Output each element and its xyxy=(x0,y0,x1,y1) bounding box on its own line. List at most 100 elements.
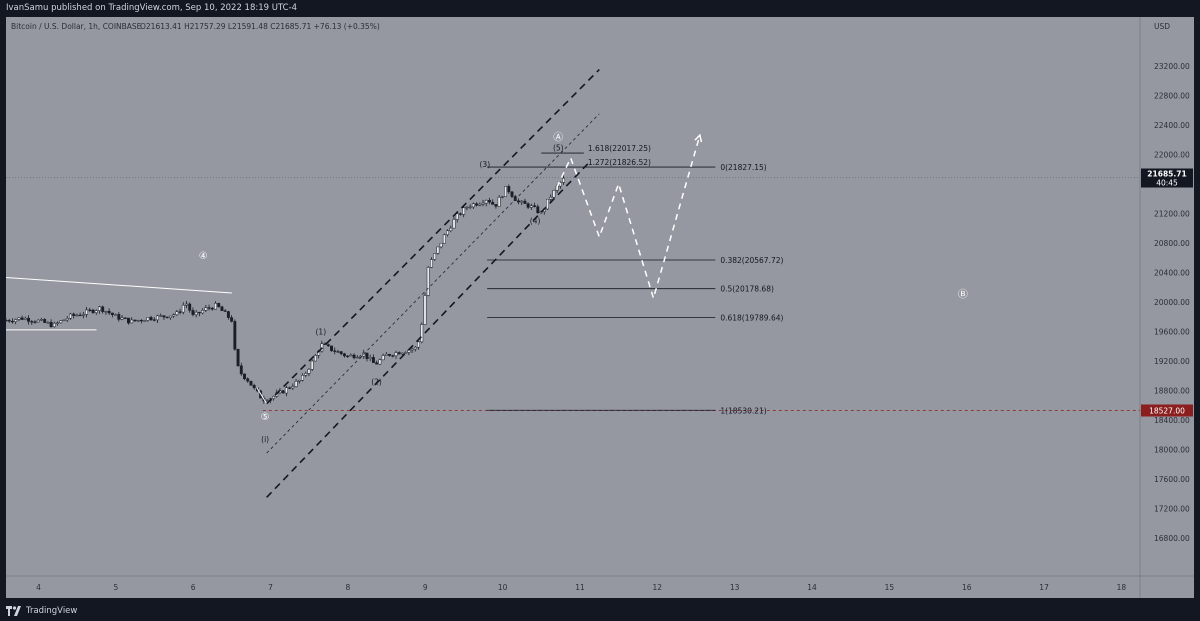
candle-body xyxy=(23,317,27,320)
candle-body xyxy=(442,234,446,244)
low-price-marker xyxy=(1141,404,1193,417)
candle-body xyxy=(168,315,172,319)
candle-body xyxy=(349,354,353,357)
candle-body xyxy=(185,303,188,306)
candle-body xyxy=(284,387,288,394)
candle-body xyxy=(62,319,66,321)
candle-body xyxy=(507,186,511,193)
candle-body xyxy=(136,319,140,322)
candle-body xyxy=(188,303,192,311)
candle-body xyxy=(455,213,459,220)
candle-body xyxy=(110,312,114,316)
candle-body xyxy=(59,320,63,324)
x-tick-label: 6 xyxy=(191,583,196,592)
candle-body xyxy=(346,355,350,357)
y-tick-label: 17200.00 xyxy=(1154,504,1190,513)
candle-body xyxy=(217,303,221,308)
candle-body xyxy=(230,317,234,322)
candle-body xyxy=(375,362,379,365)
bar-countdown: 40:45 xyxy=(1156,179,1178,188)
candle-body xyxy=(301,375,304,381)
candle-body xyxy=(381,355,385,361)
candle-body xyxy=(388,353,391,356)
candle-body xyxy=(536,206,540,214)
x-tick-label: 9 xyxy=(423,583,428,592)
price-axis-background xyxy=(1140,17,1194,598)
candle-body xyxy=(30,321,34,323)
y-tick-label: 20400.00 xyxy=(1154,268,1190,277)
candle-body xyxy=(27,317,31,322)
candle-body xyxy=(117,314,121,320)
ohlc-readout: O21613.41 H21757.29 L21591.48 C21685.71 … xyxy=(140,22,380,31)
y-tick-label: 16800.00 xyxy=(1154,534,1190,543)
extension-label: 1.272(21826.52) xyxy=(588,158,651,167)
wave-label: Ⓐ xyxy=(553,131,563,143)
candle-body xyxy=(294,380,298,387)
wave-label: Ⓑ xyxy=(958,288,968,300)
candle-body xyxy=(462,207,466,215)
candle-body xyxy=(36,319,40,323)
candle-body xyxy=(433,253,437,260)
candle-body xyxy=(339,351,343,354)
candle-body xyxy=(40,319,43,321)
x-tick-label: 7 xyxy=(268,583,273,592)
tradingview-logo[interactable]: TradingView xyxy=(6,605,77,617)
candle-body xyxy=(162,315,166,318)
candle-body xyxy=(49,322,53,328)
candle-body xyxy=(252,385,256,389)
instrument-title: Bitcoin / U.S. Dollar, 1h, COINBASE xyxy=(11,22,142,31)
candle-body xyxy=(123,317,127,319)
top-bar: IvanSamu published on TradingView.com, S… xyxy=(0,0,1200,17)
candle-body xyxy=(72,313,76,316)
candle-body xyxy=(78,314,82,317)
candle-body xyxy=(523,200,527,204)
candle-body xyxy=(288,387,292,389)
y-tick-label: 18000.00 xyxy=(1154,445,1190,454)
triangle-upper-line xyxy=(5,277,232,294)
candle-body xyxy=(368,357,372,359)
candle-body xyxy=(417,341,421,348)
candle-body xyxy=(159,315,163,317)
candle-body xyxy=(397,352,401,355)
candle-body xyxy=(204,307,208,311)
fib-level-label: 0.5(20178.68) xyxy=(720,285,774,294)
candle-body xyxy=(139,319,143,322)
candle-body xyxy=(207,307,211,309)
candle-body xyxy=(152,319,156,321)
wave-label: (1) xyxy=(316,327,327,336)
candle-body xyxy=(517,200,520,203)
candle-body xyxy=(156,315,159,321)
candle-body xyxy=(210,307,214,310)
candle-body xyxy=(7,320,11,322)
y-tick-label: 22800.00 xyxy=(1154,91,1190,100)
candle-body xyxy=(336,351,340,353)
current-price-marker xyxy=(1141,168,1193,188)
y-tick-label: 19200.00 xyxy=(1154,357,1190,366)
candle-body xyxy=(88,309,92,311)
tradingview-logo-text: TradingView xyxy=(26,606,78,616)
wave-arrow xyxy=(256,387,268,404)
tradingview-logo-icon xyxy=(6,606,21,616)
candle-body xyxy=(243,373,246,379)
price-chart[interactable]: Bitcoin / U.S. Dollar, 1h, COINBASE O216… xyxy=(0,17,1200,599)
candle-body xyxy=(214,303,217,310)
candle-body xyxy=(220,306,224,311)
candle-body xyxy=(233,321,237,350)
candle-body xyxy=(69,313,72,319)
candle-body xyxy=(558,182,562,187)
candle-body xyxy=(520,200,524,203)
candle-body xyxy=(365,352,369,359)
candle-body xyxy=(459,213,462,215)
candle-body xyxy=(465,207,469,209)
candle-body xyxy=(446,230,450,236)
candle-body xyxy=(249,380,253,386)
candle-body xyxy=(481,202,485,205)
candle-body xyxy=(281,390,285,394)
candle-body xyxy=(172,314,176,317)
candle-body xyxy=(120,317,124,320)
candle-body xyxy=(510,191,514,197)
candle-body xyxy=(43,319,47,323)
extension-label: 1.618(22017.25) xyxy=(588,144,651,153)
candle-body xyxy=(81,314,85,316)
candle-body xyxy=(326,344,330,347)
